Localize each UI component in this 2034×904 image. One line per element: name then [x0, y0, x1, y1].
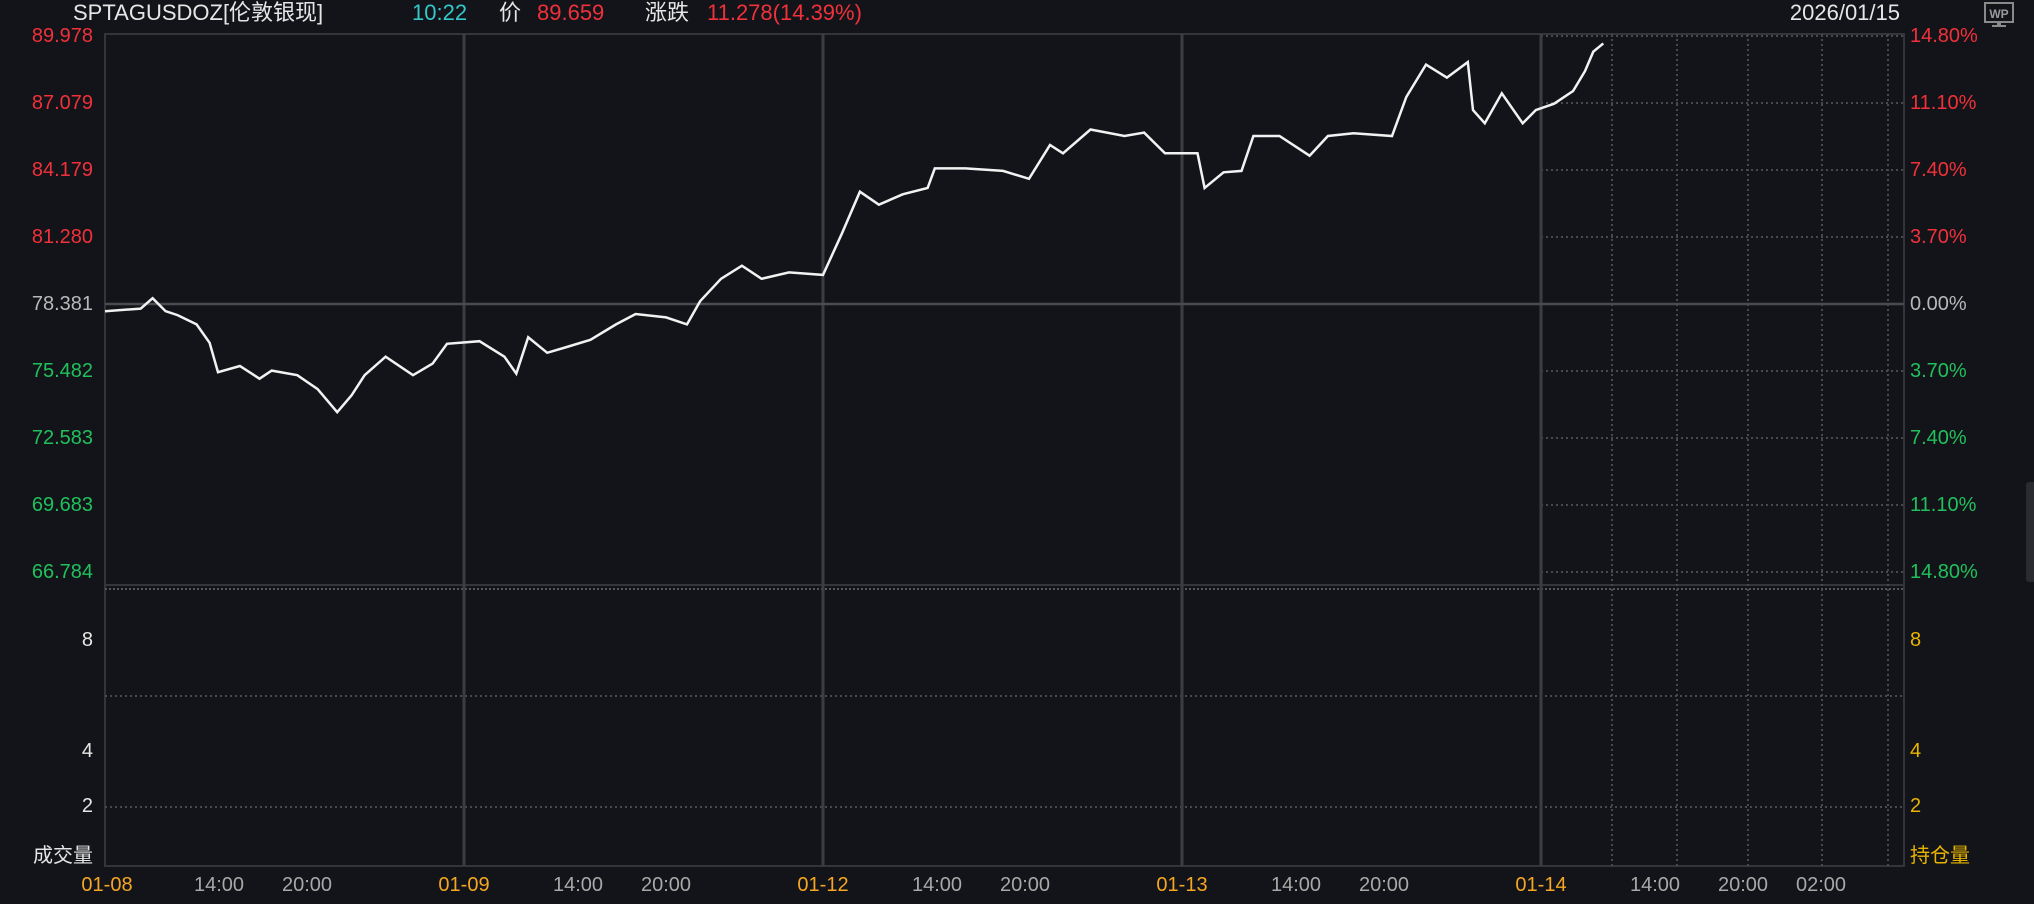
percent-tick: 3.70%	[1910, 359, 1967, 382]
percent-tick: 7.40%	[1910, 426, 1967, 449]
price-tick: 84.179	[31, 159, 93, 181]
wp-icon-text: WP	[1989, 7, 2008, 21]
x-tick: 20:00	[1358, 874, 1410, 896]
chart-frame	[104, 33, 1905, 867]
volume-tick: 8	[81, 629, 93, 651]
chart-date: 2026/01/15	[1789, 0, 1900, 25]
x-tick: 20:00	[1717, 874, 1769, 896]
symbol-title: SPTAGUSDOZ[伦敦银现]	[73, 0, 324, 25]
x-tick: 14:00	[1270, 874, 1322, 896]
x-tick: 20:00	[281, 874, 333, 896]
price-tick: 75.482	[31, 359, 93, 382]
volume-label: 成交量	[33, 845, 93, 867]
volume-tick: 4	[81, 740, 93, 762]
x-tick: 01-14	[1515, 874, 1567, 896]
percent-tick: 11.10%	[1910, 91, 1977, 114]
change-label: 涨跌	[645, 0, 690, 25]
x-tick: 01-09	[438, 874, 490, 896]
price-tick: 81.280	[31, 226, 93, 248]
price-tick: 66.784	[31, 561, 93, 583]
price-line	[104, 42, 1605, 415]
price-tick: 78.381	[31, 293, 93, 315]
percent-tick: 0.00%	[1910, 293, 1967, 315]
oi-tick: 2	[1910, 795, 1922, 817]
price-tick: 87.079	[31, 91, 93, 114]
percent-tick: 14.80%	[1910, 25, 1978, 47]
quote-time: 10:22	[412, 0, 468, 25]
price-tick: 72.583	[31, 426, 93, 449]
percent-tick: 3.70%	[1910, 226, 1967, 248]
price-tick: 89.978	[31, 25, 93, 47]
x-tick: 14:00	[552, 874, 604, 896]
oi-tick: 8	[1910, 629, 1922, 651]
price-label: 价	[499, 0, 522, 25]
percent-tick: 11.10%	[1910, 494, 1977, 516]
scrollbar[interactable]	[2026, 482, 2034, 582]
x-tick: 20:00	[999, 874, 1051, 896]
x-tick: 01-13	[1156, 874, 1208, 896]
wp-monitor-icon[interactable]: WP	[1984, 2, 2014, 27]
price-tick: 69.683	[31, 494, 93, 516]
oi-label: 持仓量	[1910, 845, 1970, 867]
x-tick: 01-08	[81, 874, 133, 896]
x-tick: 02:00	[1795, 874, 1847, 896]
price-change: 11.278(14.39%)	[707, 0, 862, 25]
oi-tick: 4	[1910, 740, 1922, 762]
volume-tick: 2	[81, 795, 93, 817]
x-tick: 14:00	[1629, 874, 1681, 896]
x-tick: 14:00	[911, 874, 963, 896]
x-tick: 20:00	[640, 874, 692, 896]
x-tick: 14:00	[193, 874, 245, 896]
x-tick: 01-12	[797, 874, 849, 896]
last-price: 89.659	[537, 0, 605, 25]
percent-tick: 7.40%	[1910, 159, 1967, 181]
percent-tick: 14.80%	[1910, 561, 1978, 583]
